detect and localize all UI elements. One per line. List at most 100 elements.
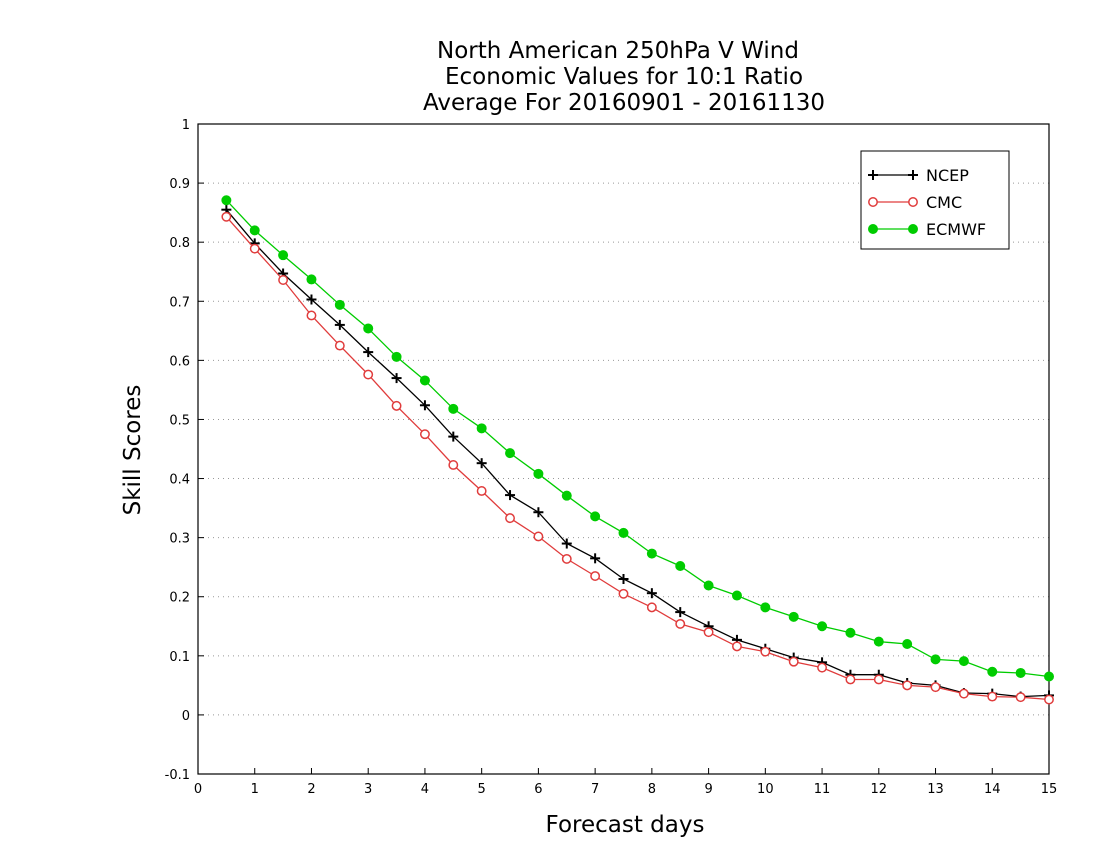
data-point-cmc — [618, 588, 629, 599]
legend-marker-ncep — [908, 170, 918, 180]
legend-item-cmc: CMC — [868, 193, 962, 212]
y-tick-label: 0.1 — [169, 650, 190, 665]
data-point-ncep — [590, 553, 601, 564]
data-point-ecmwf — [419, 375, 430, 386]
data-point-ecmwf — [845, 627, 856, 638]
x-tick-label: 5 — [478, 782, 486, 797]
x-tick-labels: 0 1 2 3 4 5 6 7 8 9 10 11 12 13 14 15 — [194, 782, 1057, 797]
data-point-cmc — [505, 513, 515, 524]
data-point-ncep — [675, 607, 686, 618]
data-point-ncep — [533, 507, 544, 518]
data-point-cmc — [306, 310, 317, 321]
title-line-1: North American 250hPa V Wind — [437, 38, 799, 64]
data-point-cmc — [1015, 692, 1026, 703]
data-point-cmc — [561, 553, 572, 564]
x-tick-label: 9 — [704, 782, 712, 797]
data-point-ecmwf — [646, 548, 657, 559]
data-point-ncep — [419, 400, 430, 411]
data-point-ecmwf — [590, 511, 601, 522]
data-point-ecmwf — [987, 666, 998, 677]
legend-marker-ncep — [868, 170, 878, 180]
y-tick-label: -0.1 — [165, 768, 190, 783]
data-point-cmc — [958, 688, 969, 699]
data-point-ecmwf — [505, 448, 516, 459]
data-point-ncep — [334, 319, 345, 330]
legend-item-ecmwf: ECMWF — [868, 220, 986, 239]
series-line-ncep — [225, 209, 1050, 698]
data-point-ecmwf — [760, 602, 771, 613]
data-point-cmc — [930, 682, 941, 693]
legend-marker-cmc — [868, 197, 878, 207]
series-ecmwf — [221, 195, 1054, 682]
data-point-ncep — [505, 490, 516, 501]
data-point-ecmwf — [817, 621, 828, 632]
data-point-ncep — [363, 347, 374, 358]
plot-frame — [197, 123, 1050, 775]
data-point-cmc — [817, 662, 828, 673]
data-point-ecmwf — [958, 656, 969, 667]
data-point-cmc — [646, 602, 657, 613]
data-point-ecmwf — [476, 423, 487, 434]
x-axis-label: Forecast days — [546, 812, 705, 838]
y-tick-label: 0.6 — [169, 354, 190, 369]
data-point-ecmwf — [448, 403, 459, 414]
x-tick-label: 3 — [364, 782, 372, 797]
y-tick-labels: -0.1 0 0.1 0.2 0.3 0.4 0.5 0.6 0.7 0.8 0.9 1 — [165, 118, 190, 783]
data-point-cmc — [987, 691, 998, 702]
y-tick-label: 0.7 — [169, 295, 190, 310]
data-point-cmc — [363, 369, 374, 380]
data-point-cmc — [732, 641, 742, 652]
y-axis-label: Skill Scores — [120, 385, 146, 516]
data-point-ecmwf — [533, 468, 544, 479]
data-point-ecmwf — [1015, 667, 1026, 678]
legend-marker-ecmwf — [868, 224, 878, 234]
data-point-ecmwf — [306, 274, 317, 285]
data-point-cmc — [1044, 694, 1054, 705]
legend-item-ncep: NCEP — [868, 166, 969, 185]
data-point-cmc — [533, 531, 544, 542]
y-tick-label: 0.5 — [169, 413, 190, 428]
data-point-ecmwf — [334, 299, 345, 310]
data-point-ncep — [448, 431, 459, 442]
x-tick-label: 7 — [591, 782, 599, 797]
x-tick-label: 2 — [307, 782, 315, 797]
data-point-cmc — [221, 211, 232, 222]
legend: NCEP CMC ECMWF — [860, 150, 1010, 250]
data-point-cmc — [419, 429, 430, 440]
series-line-ecmwf — [225, 199, 1050, 678]
data-point-cmc — [590, 571, 601, 581]
legend-label-ncep: NCEP — [926, 166, 969, 185]
y-tick-label: 0.2 — [169, 591, 190, 606]
data-point-ecmwf — [703, 580, 714, 591]
data-point-ncep — [391, 373, 402, 384]
data-point-cmc — [391, 400, 402, 411]
y-tick-label: 0.8 — [169, 236, 190, 251]
series-line-cmc — [225, 216, 1050, 701]
y-tick-label: 1 — [182, 118, 190, 133]
data-point-ecmwf — [278, 250, 289, 261]
data-point-cmc — [902, 680, 913, 691]
series-cmc — [221, 211, 1054, 705]
data-point-ecmwf — [788, 611, 799, 622]
legend-marker-cmc — [908, 197, 918, 207]
data-point-cmc — [873, 674, 884, 685]
data-point-ecmwf — [675, 561, 686, 571]
data-point-ecmwf — [930, 654, 941, 665]
chart-title: North American 250hPa V Wind Economic Va… — [423, 38, 825, 116]
x-tick-label: 12 — [871, 782, 888, 797]
data-point-ecmwf — [873, 636, 884, 647]
x-tick-label: 1 — [251, 782, 259, 797]
data-point-ecmwf — [902, 639, 913, 649]
legend-box — [860, 150, 1010, 250]
data-point-ecmwf — [1044, 671, 1054, 682]
x-tick-label: 10 — [757, 782, 774, 797]
data-point-cmc — [448, 460, 459, 470]
series-group — [221, 195, 1054, 705]
x-tick-label: 4 — [421, 782, 429, 797]
data-point-ecmwf — [363, 323, 374, 334]
x-tick-label: 14 — [984, 782, 1001, 797]
data-point-ncep — [561, 538, 572, 549]
data-point-cmc — [788, 656, 799, 667]
data-point-ncep — [618, 574, 629, 584]
